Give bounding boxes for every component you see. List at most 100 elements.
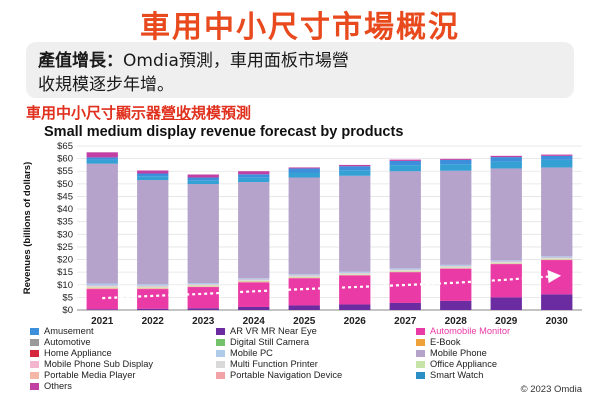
y-tick-label: $15 — [57, 267, 73, 278]
bar-segment — [541, 258, 573, 260]
automotive-trend-line — [102, 270, 562, 300]
bar-segment — [86, 287, 118, 290]
bar-segment — [238, 282, 270, 307]
bar-segment — [389, 270, 421, 272]
x-tick-label: 2028 — [445, 316, 468, 327]
bar-segment — [389, 268, 421, 270]
legend-label: Digital Still Camera — [230, 337, 310, 347]
bar-segment — [541, 258, 573, 259]
legend-item: Office Appliance — [416, 359, 497, 370]
legend-item: AR VR MR Near Eye — [216, 326, 317, 337]
bar-segment — [137, 308, 169, 310]
bar-segment — [440, 266, 472, 267]
bar-segment — [187, 308, 219, 310]
x-tick-label: 2026 — [344, 316, 367, 327]
y-tick-label: $5 — [62, 292, 73, 303]
bar-segment — [389, 270, 421, 271]
bar-segment — [440, 300, 472, 310]
bar-segment — [187, 286, 219, 288]
legend-label: Portable Media Player — [44, 370, 136, 380]
y-tick-label: $60 — [57, 154, 73, 165]
bar-segment — [541, 257, 573, 259]
summary-bold: 產值增長： — [38, 51, 123, 71]
bar-segment — [187, 283, 219, 285]
bar-segment — [440, 158, 472, 160]
bar-segment — [187, 174, 219, 178]
bar-segment — [389, 171, 421, 269]
legend-item: Home Appliance — [30, 348, 112, 359]
bar-segment — [238, 174, 270, 178]
bar-segment — [137, 289, 169, 309]
legend-item: Smart Watch — [416, 370, 483, 381]
bar-segment — [440, 268, 472, 301]
legend-label: Smart Watch — [430, 370, 484, 380]
bar-segment — [187, 184, 219, 284]
legend-label: Home Appliance — [44, 348, 112, 358]
x-tick-label: 2024 — [243, 316, 266, 327]
page-title: 車用中小尺寸市場概況 — [140, 10, 460, 45]
bar-segment — [389, 160, 421, 166]
bar-segment — [339, 274, 371, 276]
bar-segment — [288, 274, 320, 276]
bar-segment — [238, 171, 270, 175]
y-tick-label: $0 — [62, 305, 73, 316]
legend-swatch — [416, 328, 425, 336]
bar-segment — [288, 177, 320, 275]
bar-segment — [490, 157, 522, 162]
bar-segment — [86, 283, 118, 286]
legend-item: Portable Navigation Device — [216, 370, 342, 381]
bar-segment — [86, 159, 118, 164]
summary-line-1: 產值增長：Omdia預測，車用面板市場營 — [38, 46, 349, 71]
bar-segment — [238, 281, 270, 283]
legend-item: Multi Function Printer — [216, 359, 318, 370]
bar-segment — [339, 274, 371, 275]
legend-swatch — [30, 361, 39, 369]
legend-swatch — [416, 372, 425, 380]
bar-segment — [86, 286, 118, 288]
bar-segment — [137, 180, 169, 285]
bar-segment — [490, 155, 522, 158]
bar-segment — [440, 159, 472, 165]
bar-segment — [187, 284, 219, 285]
bar-segment — [288, 168, 320, 173]
y-tick-label: $50 — [57, 179, 73, 190]
x-tick-label: 2021 — [91, 316, 114, 327]
y-tick-label: $10 — [57, 280, 73, 291]
bar-segment — [238, 278, 270, 280]
chart-heading-underlined: 營收 — [161, 104, 192, 122]
bar-segment — [490, 161, 522, 169]
summary-rest: Omdia預測，車用面板市場營 — [123, 51, 349, 71]
y-tick-label: $65 — [57, 141, 73, 152]
bar-segment — [389, 269, 421, 271]
legend-swatch — [216, 361, 225, 369]
legend-swatch — [416, 361, 425, 369]
legend-item: Mobile PC — [216, 348, 273, 359]
legend-swatch — [416, 339, 425, 347]
bar-segment — [86, 285, 118, 287]
legend-label: Portable Navigation Device — [230, 370, 343, 380]
bar-segment — [137, 288, 169, 290]
x-tick-label: 2027 — [394, 316, 417, 327]
chart-heading-post: 規模預測 — [191, 104, 252, 122]
bar-segment — [440, 267, 472, 269]
y-tick-label: $40 — [57, 204, 73, 215]
y-axis-label: Revenues (billions of dollars) — [22, 162, 33, 295]
legend-swatch — [30, 350, 39, 358]
legend-label: Multi Function Printer — [230, 359, 318, 369]
bar-segment — [389, 159, 421, 161]
bar-segment — [490, 262, 522, 264]
bar-segment — [288, 167, 320, 169]
bar-segment — [440, 266, 472, 268]
bar-segment — [137, 176, 169, 181]
bar-segment — [339, 272, 371, 274]
bar-segment — [187, 287, 219, 309]
legend-label: Automotive — [44, 337, 91, 347]
bar-segment — [288, 276, 320, 278]
bar-segment — [339, 271, 371, 273]
bar-segment — [187, 180, 219, 185]
legend-swatch — [30, 328, 39, 336]
legend-label: Mobile Phone Sub Display — [44, 359, 154, 369]
x-tick-label: 2029 — [495, 316, 518, 327]
bar-segment — [86, 289, 118, 310]
legend-swatch — [416, 350, 425, 358]
